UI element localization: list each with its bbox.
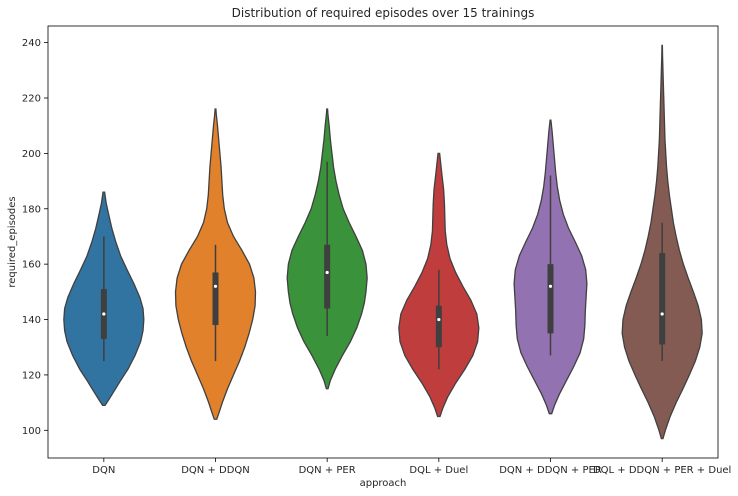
x-tick-label: DQN	[92, 465, 115, 476]
violin-1	[63, 191, 145, 407]
y-tick-label: 100	[22, 426, 41, 437]
violin-5	[513, 119, 588, 415]
y-axis-label: required_episodes	[7, 196, 18, 287]
violin-3	[286, 108, 368, 390]
violin-iqr-box	[547, 264, 554, 334]
y-tick-label: 140	[22, 315, 41, 326]
violin-4	[398, 152, 480, 418]
x-tick-label: DQN + PER	[299, 465, 356, 476]
violin-median-point	[213, 284, 218, 288]
violin-median-point	[325, 270, 329, 275]
x-tick-label: DQL + Duel	[409, 465, 468, 476]
y-axis: 100 120 140 160 180 200 220 240	[22, 38, 48, 437]
violin-iqr-box	[212, 272, 219, 326]
y-tick-label: 220	[22, 94, 41, 105]
y-tick-label: 200	[22, 149, 41, 160]
violins-group	[63, 44, 703, 440]
y-tick-label: 180	[22, 204, 41, 215]
plot-frame	[47, 25, 719, 459]
violin-median-point	[437, 317, 441, 322]
violin-median-point	[660, 312, 664, 316]
violin-6	[621, 44, 703, 440]
x-tick-label: DQN + DDQN	[181, 465, 250, 476]
violin-median-point	[548, 284, 553, 288]
violin-iqr-box	[435, 305, 442, 348]
y-tick-label: 160	[22, 260, 41, 271]
y-tick-label: 120	[22, 370, 41, 381]
x-tick-label: DQN + DDQN + PER	[499, 465, 602, 476]
x-tick-label: DQL + DDQN + PER + Duel	[593, 465, 731, 476]
chart-title: Distribution of required episodes over 1…	[232, 6, 535, 20]
y-tick-label: 240	[22, 38, 41, 49]
violin-2	[174, 108, 257, 420]
x-axis-label: approach	[360, 478, 407, 489]
violin-median-point	[102, 312, 106, 316]
violin-iqr-box	[659, 253, 666, 345]
violin-iqr-box	[324, 244, 331, 309]
x-axis: DQN DQN + DDQN DQN + PER DQL + Duel DQN + DD…	[92, 458, 731, 476]
